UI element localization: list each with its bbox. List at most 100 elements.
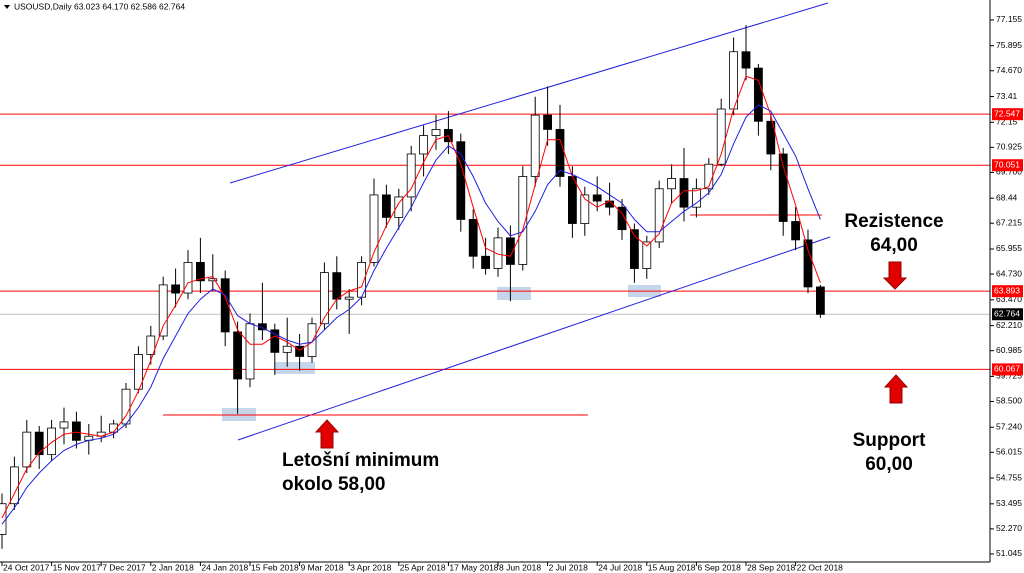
x-tick-label: 8 Jun 2018: [499, 562, 541, 572]
candle-body: [617, 206, 627, 231]
candle-body: [481, 255, 491, 269]
y-tick-label: 56.015: [996, 447, 1022, 457]
candle-body: [543, 114, 552, 130]
candle-body: [233, 331, 243, 380]
x-tick-label: 17 May 2018: [449, 562, 498, 572]
candle-body: [171, 284, 181, 294]
x-tick-label: 3 Apr 2018: [350, 562, 391, 572]
candle-body: [158, 284, 168, 337]
candle-body: [270, 329, 280, 353]
candle-body: [592, 194, 602, 202]
candle-body: [493, 237, 503, 269]
candle-body: [518, 176, 528, 265]
x-tick-label: 6 Sep 2018: [697, 562, 741, 572]
price-box-label: 70.051: [994, 159, 1020, 169]
candle-body: [679, 178, 689, 208]
candle-body: [295, 345, 305, 357]
annotation: Rezistence: [844, 211, 943, 232]
candle-body: [803, 239, 813, 288]
arrow-up: [314, 419, 340, 449]
price-box: [992, 285, 1023, 298]
annotation: 64,00: [870, 235, 918, 256]
candle-body: [47, 427, 56, 456]
candle-body: [381, 194, 391, 218]
y-tick-label: 67.215: [996, 217, 1022, 227]
channel-upper: [229, 2, 829, 184]
zone: [275, 362, 315, 374]
x-tick-label: 2 Jul 2018: [549, 562, 588, 572]
candle-body: [630, 229, 639, 269]
y-tick-label: 63.470: [996, 294, 1022, 304]
y-tick-label: 62.210: [996, 320, 1022, 330]
annotation: Support: [853, 430, 926, 451]
candle-body: [59, 421, 69, 429]
x-tick-label: 7 Dec 2017: [102, 562, 146, 572]
candle-body: [654, 188, 664, 243]
candle-body: [791, 221, 800, 241]
candle-body: [0, 503, 7, 535]
menu-arrow: [4, 5, 10, 9]
annotation: okolo 58,00: [282, 474, 386, 495]
candle-body: [667, 178, 676, 190]
candle-body: [195, 261, 205, 282]
candle-body: [642, 241, 652, 269]
price-box: [992, 108, 1023, 121]
candle-body: [146, 335, 156, 355]
zone: [497, 287, 531, 300]
candle-body: [741, 51, 751, 69]
y-tick-label: 60.985: [996, 345, 1022, 355]
price-box-label: 62.764: [994, 309, 1020, 319]
price-box-label: 72.547: [994, 108, 1020, 118]
y-tick-label: 51.045: [996, 548, 1022, 558]
candle-body: [34, 431, 44, 456]
candle-body: [245, 323, 255, 380]
annotations: Rezistence 64,00 Support 60,00 Letošní m…: [282, 211, 944, 495]
candle-body: [555, 129, 565, 177]
y-tick-label: 64.730: [996, 268, 1022, 278]
price-box: [992, 159, 1023, 172]
candle-body: [816, 286, 825, 315]
y-tick-label: 65.955: [996, 243, 1022, 253]
x-tick-label: 9 Mar 2018: [301, 562, 344, 572]
candle-body: [568, 176, 577, 224]
price-box-label: 60.067: [994, 364, 1020, 374]
y-tick-label: 75.895: [996, 40, 1022, 50]
x-tick-label: 24 Jan 2018: [201, 562, 248, 572]
y-tick-label: 58.500: [996, 396, 1022, 406]
candle-body: [319, 272, 329, 325]
price-box: [992, 363, 1023, 376]
arrow-down: [882, 261, 908, 290]
chart-title: USOUSD,Daily 63.023 64.170 62.586 62.764: [14, 1, 185, 11]
candle-body: [468, 219, 478, 257]
candle-body: [778, 153, 788, 222]
candle-body: [580, 194, 590, 224]
x-tick-label: 24 Jul 2018: [598, 562, 642, 572]
candle-body: [419, 135, 429, 155]
candle-body: [282, 345, 292, 353]
y-tick-label: 52.270: [996, 523, 1022, 533]
moving-average: [1, 104, 821, 525]
arrow-up: [883, 374, 909, 404]
candle-body: [133, 354, 143, 390]
y-tick-label: 73.41: [996, 91, 1018, 101]
candle-body: [716, 108, 726, 165]
x-tick-label: 22 Oct 2018: [797, 562, 844, 572]
y-tick-label: 53.495: [996, 498, 1022, 508]
candle-body: [220, 278, 230, 333]
price-box: [992, 308, 1023, 321]
price-box-label: 63.893: [994, 285, 1020, 295]
x-tick-label: 15 Aug 2018: [648, 562, 696, 572]
y-tick-label: 77.155: [996, 14, 1022, 24]
candle-body: [704, 163, 714, 190]
candle-body: [344, 296, 354, 300]
candles: [0, 25, 825, 549]
x-tick-label: 15 Nov 2017: [53, 562, 101, 572]
y-tick-label: 70.925: [996, 142, 1022, 152]
candle-body: [754, 67, 763, 122]
candle-body: [183, 261, 193, 294]
candle-body: [692, 188, 701, 208]
candle-body: [307, 323, 317, 357]
candle-body: [369, 194, 379, 263]
